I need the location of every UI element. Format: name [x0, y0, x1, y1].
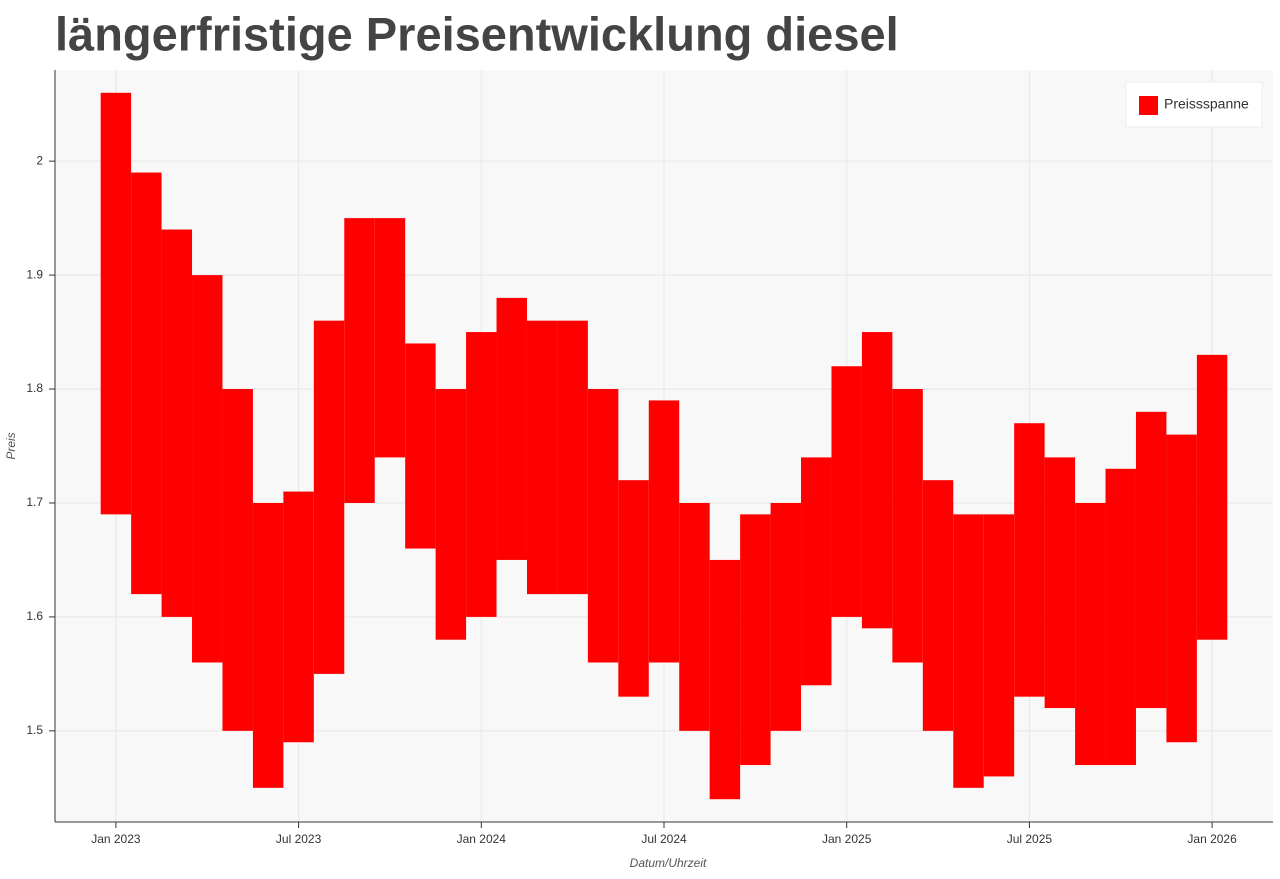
y-tick-label: 1.8: [26, 381, 43, 395]
x-tick-label: Jan 2023: [91, 832, 141, 846]
price-range: [770, 502, 802, 731]
price-range: [1105, 468, 1136, 766]
price-range: [831, 366, 862, 617]
x-tick-label: Jan 2025: [822, 832, 872, 846]
x-tick-label: Jul 2024: [641, 832, 687, 846]
x-axis-label: Datum/Uhrzeit: [630, 856, 707, 870]
legend-label: Preissspanne: [1164, 96, 1249, 112]
price-range: [801, 457, 832, 686]
price-range: [1044, 457, 1076, 709]
price-range: [466, 332, 497, 617]
price-range: [252, 502, 284, 788]
x-tick-label: Jul 2023: [276, 832, 322, 846]
price-range: [740, 514, 771, 766]
price-range: [1014, 423, 1045, 697]
price-range: [1166, 434, 1197, 743]
price-range: [861, 332, 893, 629]
price-range: [526, 320, 558, 595]
price-range: [618, 480, 649, 697]
y-tick-label: 2: [36, 153, 43, 167]
legend-swatch: [1139, 96, 1158, 115]
y-tick-label: 1.7: [26, 495, 43, 509]
x-tick-label: Jul 2025: [1007, 832, 1053, 846]
chart-title: längerfristige Preisentwicklung diesel: [55, 7, 899, 60]
price-range: [405, 343, 436, 549]
price-range: [435, 389, 467, 640]
x-tick-label: Jan 2026: [1187, 832, 1237, 846]
y-tick-label: 1.5: [26, 723, 43, 737]
price-range: [161, 229, 193, 617]
price-range: [587, 389, 619, 663]
price-range: [648, 400, 680, 663]
y-tick-label: 1.9: [26, 267, 43, 281]
price-range: [1075, 502, 1106, 766]
price-range: [131, 172, 162, 595]
x-tick-label: Jan 2024: [457, 832, 507, 846]
price-range: [1196, 354, 1228, 640]
price-range: [192, 275, 223, 663]
price-range: [953, 514, 984, 788]
price-range: [679, 502, 710, 731]
price-range: [709, 559, 741, 800]
y-tick-label: 1.6: [26, 609, 43, 623]
price-range: [922, 480, 954, 731]
price-range: [100, 92, 132, 515]
price-range: [892, 389, 923, 663]
price-range: [344, 218, 375, 503]
price-range: [557, 320, 588, 595]
price-range: [496, 297, 527, 560]
price-range: [313, 320, 345, 674]
price-range: [983, 514, 1015, 777]
price-range: [374, 218, 406, 458]
price-range: [222, 389, 253, 731]
y-axis-label: Preis: [4, 432, 18, 459]
price-range: [1135, 411, 1167, 709]
price-range: [283, 491, 314, 743]
